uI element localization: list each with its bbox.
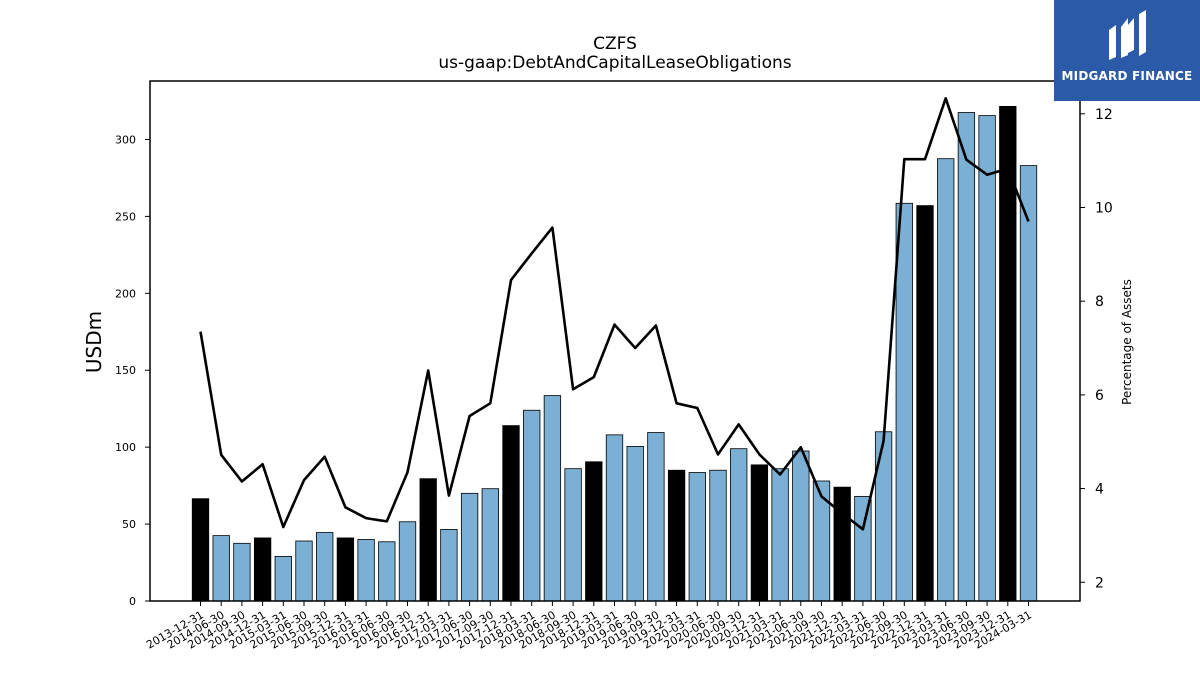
bar-2016-03-31 [357,539,375,602]
y-tick-label: 100 [115,441,136,454]
bar-series [191,105,1038,602]
x-axis-ticks: 2013-12-312014-06-302014-09-302014-12-31… [144,601,1034,652]
bar-2017-12-31 [502,425,520,602]
brand-logo-text: MIDGARD FINANCE [1061,69,1193,83]
y-tick-label: 200 [115,287,136,300]
midgard-m-logo-icon [1109,10,1146,60]
bar-2018-12-31 [585,461,603,602]
y2-tick-label: 2 [1095,575,1104,591]
y2-axis-ticks: 2 4 6 8 10 12 [1080,107,1113,591]
y2-axis-label: Percentage of Assets [1120,279,1134,405]
y2-tick-label: 6 [1095,388,1104,404]
y-tick-label: 0 [129,595,136,608]
bar-2022-03-31 [854,495,872,602]
bar-2015-09-30 [316,532,334,602]
y-tick-label: 300 [115,133,136,146]
bar-2019-06-30 [626,445,644,602]
bar-2023-09-30 [978,115,996,602]
bar-2020-12-31 [750,464,769,602]
bar-2017-03-31 [440,529,458,602]
bar-2018-09-30 [564,468,582,602]
bar-2020-06-30 [709,469,727,602]
bar-2020-09-30 [730,448,748,602]
y2-tick-label: 12 [1095,107,1113,123]
bar-2023-06-30 [957,112,976,602]
bar-2021-06-30 [792,450,810,602]
bar-2015-12-31 [336,537,355,602]
bar-2022-06-30 [874,431,893,602]
y2-tick-label: 10 [1095,200,1113,216]
y2-tick-label: 8 [1095,294,1104,310]
bar-2022-12-31 [916,205,934,602]
bar-2016-06-30 [378,541,396,602]
bar-2021-03-31 [771,468,789,602]
bar-2015-03-31 [274,555,292,602]
chart-title: CZFS [593,34,637,54]
bar-2019-09-30 [647,432,665,602]
y-axis-label: USDm [82,311,106,373]
y-tick-label: 250 [115,210,136,223]
bar-2017-09-30 [481,488,499,602]
bar-2014-09-30 [233,542,251,602]
bar-2016-09-30 [398,521,417,602]
bar-2018-06-30 [543,395,562,602]
bar-2021-09-30 [812,480,831,602]
brand-logo: MIDGARD FINANCE [1054,0,1200,101]
y-tick-label: 50 [122,518,136,531]
bar-2013-12-31 [191,498,210,602]
chart-subtitle: us-gaap:DebtAndCapitalLeaseObligations [438,53,791,73]
bar-2014-12-31 [253,537,272,602]
bar-2017-06-30 [460,492,479,602]
bar-2022-09-30 [895,202,913,602]
bar-2019-12-31 [667,469,686,602]
bar-2018-03-31 [523,409,541,602]
y2-tick-label: 4 [1095,482,1104,498]
bar-2015-06-30 [295,540,313,602]
bar-2016-12-31 [419,478,437,602]
bar-2019-03-31 [605,434,624,602]
bar-2020-03-31 [688,472,706,602]
bar-2014-06-30 [212,535,230,602]
line-series [199,97,1030,531]
bar-2023-03-31 [937,158,955,602]
bar-2021-12-31 [833,486,851,602]
bar-2024-03-31 [1019,165,1038,602]
y-axis-ticks: 0 50 100 150 200 250 300 [115,133,150,608]
y-tick-label: 150 [115,364,136,377]
